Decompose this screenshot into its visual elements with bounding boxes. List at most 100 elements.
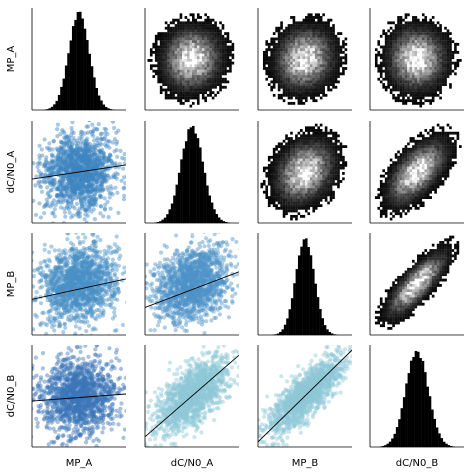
density-cell: [211, 56, 215, 60]
density-cell: [300, 182, 303, 186]
density-cell: [319, 174, 323, 178]
density-cell: [329, 18, 333, 22]
density-cell: [334, 147, 338, 151]
scatter-point: [48, 165, 53, 170]
scatter-point: [70, 179, 75, 184]
density-cell: [187, 59, 190, 62]
density-cell: [295, 40, 298, 44]
density-cell: [290, 201, 293, 205]
scatter-point: [95, 127, 100, 132]
scatter-point: [80, 182, 85, 187]
density-cell: [394, 34, 398, 38]
scatter-point: [113, 161, 118, 166]
density-cell: [327, 155, 330, 159]
density-cell: [194, 85, 198, 89]
scatter-point: [88, 153, 94, 158]
density-cell: [305, 16, 308, 19]
scatter-point: [56, 162, 61, 167]
density-cell: [297, 131, 301, 135]
density-cell: [429, 37, 432, 41]
density-cell: [199, 40, 203, 44]
scatter-point: [74, 146, 79, 151]
density-cell: [177, 80, 180, 84]
density-cell: [154, 45, 158, 49]
density-cell: [295, 56, 298, 60]
density-cell: [297, 37, 301, 41]
scatter-point: [61, 186, 66, 192]
density-cell: [312, 75, 316, 78]
scatter-point: [68, 156, 73, 161]
density-cell: [389, 61, 393, 65]
density-cell: [332, 29, 335, 33]
density-cell: [431, 24, 435, 27]
density-cell: [292, 155, 296, 159]
density-cell: [389, 32, 393, 35]
density-cell: [187, 26, 190, 30]
density-cell: [439, 40, 442, 44]
scatter-point: [88, 195, 93, 200]
hist-bar: [217, 217, 221, 223]
density-cell: [290, 96, 293, 100]
density-cell: [399, 77, 403, 81]
scatter-point: [86, 148, 91, 153]
density-cell: [174, 50, 178, 54]
density-cell: [429, 40, 432, 44]
density-cell: [317, 134, 320, 138]
scatter-point: [97, 162, 102, 167]
density-cell: [317, 193, 320, 197]
density-cell: [424, 67, 428, 70]
density-cell: [344, 48, 348, 52]
density-cell: [312, 59, 316, 62]
scatter-point: [76, 156, 82, 161]
scatter-point: [42, 137, 47, 142]
density-cell: [182, 75, 185, 78]
density-cell: [446, 69, 450, 73]
density-cell: [287, 182, 291, 186]
scatter-point: [66, 137, 72, 142]
density-cell: [169, 69, 173, 73]
density-cell: [189, 75, 193, 78]
density-cell: [297, 75, 301, 78]
density-cell: [275, 26, 278, 30]
density-cell: [419, 24, 423, 27]
density-cell: [297, 69, 301, 73]
density-cell: [314, 21, 318, 25]
scatter-point: [81, 157, 86, 162]
scatter-point: [85, 130, 91, 135]
density-cell: [436, 88, 440, 92]
density-cell: [159, 64, 163, 68]
density-cell: [282, 206, 286, 210]
density-cell: [454, 50, 457, 54]
scatter-point: [93, 186, 98, 191]
density-cell: [424, 61, 428, 65]
density-cell: [290, 61, 293, 65]
density-cell: [297, 48, 301, 52]
density-cell: [164, 42, 168, 46]
scatter-point: [51, 165, 56, 170]
density-cell: [394, 153, 398, 157]
density-cell: [332, 83, 335, 86]
density-cell: [172, 67, 175, 70]
scatter-point: [79, 156, 84, 161]
density-cell: [297, 182, 301, 186]
scatter-point: [59, 193, 64, 198]
scatter-point: [100, 185, 105, 190]
density-cell: [312, 137, 316, 140]
density-cell: [314, 137, 318, 140]
density-cell: [332, 40, 335, 44]
density-cell: [312, 91, 316, 95]
density-cell: [219, 34, 222, 38]
density-cell: [285, 206, 288, 210]
density-cell: [402, 209, 405, 213]
density-cell: [184, 80, 188, 84]
density-cell: [399, 172, 403, 175]
density-cell: [292, 91, 296, 95]
density-cell: [300, 196, 303, 199]
density-cell: [317, 163, 320, 167]
scatter-point: [89, 197, 94, 202]
density-cell: [392, 77, 395, 81]
density-cell: [204, 21, 207, 25]
density-cell: [309, 61, 313, 65]
scatter-point: [71, 173, 76, 178]
density-cell: [272, 83, 276, 86]
